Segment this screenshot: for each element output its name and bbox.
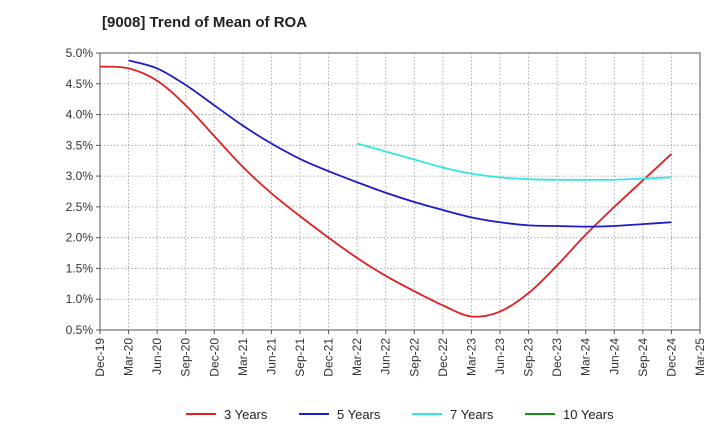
legend-label-3-years: 3 Years: [224, 407, 268, 422]
x-tick-label: Jun-22: [379, 338, 393, 375]
x-tick-label: Mar-25: [693, 338, 707, 376]
x-tick-label: Dec-21: [322, 338, 336, 377]
x-tick-label: Jun-20: [150, 338, 164, 375]
x-tick-label: Sep-21: [293, 338, 307, 377]
y-tick-label: 3.0%: [66, 169, 94, 183]
x-tick-label: Dec-24: [664, 338, 678, 377]
y-tick-label: 4.0%: [66, 108, 94, 122]
x-tick-label: Mar-20: [122, 338, 136, 376]
x-tick-label: Mar-21: [236, 338, 250, 376]
series-line-7-years: [356, 142, 672, 181]
x-tick-label: Mar-22: [350, 338, 364, 376]
x-tick-label: Jun-21: [264, 338, 278, 375]
legend-layer: 3 Years 5 Years 7 Years 10 Years: [186, 407, 614, 422]
x-tick-label: Dec-19: [93, 338, 107, 377]
x-tick-label: Sep-20: [179, 338, 193, 377]
legend-label-5-years: 5 Years: [337, 407, 381, 422]
x-tick-label: Sep-22: [407, 338, 421, 377]
y-tick-label: 1.0%: [66, 292, 94, 306]
x-tick-label: Mar-23: [464, 338, 478, 376]
x-tick-label: Jun-23: [493, 338, 507, 375]
y-tick-label: 2.5%: [66, 200, 94, 214]
x-tick-label: Sep-24: [636, 338, 650, 377]
y-tick-label: 2.0%: [66, 231, 94, 245]
x-tick-label: Dec-22: [436, 338, 450, 377]
y-tick-label: 1.5%: [66, 261, 94, 275]
chart-title: [9008] Trend of Mean of ROA: [102, 14, 308, 31]
series-line-3-years: [99, 65, 673, 318]
plot-frame: [99, 52, 701, 331]
x-tick-label: Dec-20: [207, 338, 221, 377]
y-tick-label: 3.5%: [66, 138, 94, 152]
y-tick-label: 4.5%: [66, 77, 94, 91]
axis-layer: 0.5% 1.0% 1.5% 2.0% 2.5% 3.0% 3.5% 4.0% 4.5% 5.0%…: [66, 46, 707, 377]
x-tick-label: Dec-23: [550, 338, 564, 377]
grid-layer: [99, 52, 701, 331]
series-layer: [99, 59, 673, 318]
x-tick-label: Sep-23: [522, 338, 536, 377]
y-tick-label: 0.5%: [66, 323, 94, 337]
x-tick-label: Jun-24: [607, 338, 621, 375]
legend-label-10-years: 10 Years: [563, 407, 614, 422]
y-tick-label: 5.0%: [66, 46, 94, 60]
legend-label-7-years: 7 Years: [450, 407, 494, 422]
x-tick-label: Mar-24: [579, 338, 593, 376]
series-line-5-years: [128, 59, 672, 228]
